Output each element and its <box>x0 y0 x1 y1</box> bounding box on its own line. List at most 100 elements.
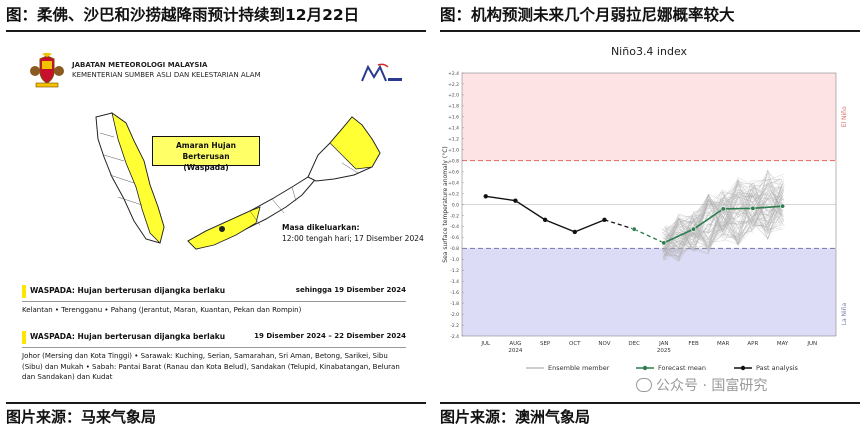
y-tick-label: +1.4 <box>448 126 459 132</box>
source-divider-left <box>6 402 426 404</box>
warning-heading-2: WASPADA: Hujan berterusan dijangka berla… <box>30 332 226 341</box>
y-tick-label: +2.0 <box>448 93 459 99</box>
y-tick-label: +0.4 <box>448 180 459 186</box>
rain-warning-label: Amaran Hujan Berterusan (Waspada) <box>152 136 260 172</box>
y-tick-label: +1.8 <box>448 104 459 110</box>
east-coast-warning-area <box>111 112 165 244</box>
ensemble-member-line <box>662 183 782 251</box>
x-tick-label: JUL <box>480 341 491 347</box>
x-year-label: 2024 <box>508 348 522 354</box>
y-tick-label: +2.2 <box>448 82 459 88</box>
x-tick-label: JUN <box>806 341 817 347</box>
issued-time: 12:00 tengah hari; 17 Disember 2024 <box>282 234 424 243</box>
forecast-mean-point <box>631 226 637 232</box>
x-tick-label: MAR <box>717 341 730 347</box>
y-tick-label: -0.2 <box>450 213 459 219</box>
y-tick-label: -2.0 <box>450 312 459 318</box>
y-tick-label: +1.6 <box>448 115 459 121</box>
y-tick-label: -0.4 <box>450 224 459 230</box>
warning-bar-1 <box>22 285 26 298</box>
x-tick-label: DEC <box>628 341 640 347</box>
la-nina-region <box>462 248 836 336</box>
wechat-icon <box>636 378 652 392</box>
y-tick-label: -1.6 <box>450 290 459 296</box>
nino34-chart: Niño3.4 index +2.4 +2.2 +2.0 +1.8 +1.6 +1.4 +1.… <box>442 45 848 372</box>
agency-name: JABATAN METEOROLOGI MALAYSIA <box>72 61 208 69</box>
ensemble-member-line <box>663 188 785 238</box>
malaysia-crest-icon <box>30 53 64 88</box>
ensemble-member-line <box>664 191 783 257</box>
forecast-dashed-segment <box>633 228 665 244</box>
warning-block-1: WASPADA: Hujan berterusan dijangka berla… <box>22 285 406 325</box>
agency-header: JABATAN METEOROLOGI MALAYSIA KEMENTERIAN… <box>72 60 261 80</box>
y-axis-label: Sea surface temperature anomaly (°C) <box>442 146 449 262</box>
warning-areas-2: Johor (Mersing dan Kota Tinggi) • Sarawa… <box>22 352 400 381</box>
y-tick-label: +0.6 <box>448 169 459 175</box>
y-tick-label: -1.2 <box>450 268 459 274</box>
forecast-mean-point <box>691 226 697 232</box>
source-divider-right <box>440 402 860 404</box>
issued-time-block: Masa dikeluarkan: 12:00 tengah hari; 17 … <box>282 222 424 244</box>
forecast-mean-point <box>661 240 667 246</box>
ensemble-member-line <box>663 177 783 257</box>
ensemble-member-line <box>663 192 782 260</box>
legend-label: Forecast mean <box>658 364 706 372</box>
past-analysis-line <box>485 195 605 233</box>
legend-marker <box>642 365 648 371</box>
ensemble-member-line <box>662 189 782 236</box>
legend-label: Ensemble member <box>548 364 610 372</box>
x-tick-label: JAN <box>658 341 668 347</box>
met-malaysia-logo-icon <box>361 63 402 82</box>
warning-level: (Waspada) <box>183 163 229 172</box>
y-tick-label: +2.4 <box>448 71 459 77</box>
warning-divider-1 <box>22 301 406 302</box>
forecast-mean-point <box>750 205 756 211</box>
watermark-text: 公众号 · 国富研究 <box>656 378 768 394</box>
warning-title: Amaran Hujan Berterusan <box>176 141 236 161</box>
y-tick-label: -2.2 <box>450 323 459 329</box>
y-tick-label: -0.8 <box>450 246 459 252</box>
y-tick-label: -1.8 <box>450 301 459 307</box>
right-source-caption: 图片来源：澳洲气象局 <box>440 408 591 426</box>
warning-period-1: sehingga 19 Disember 2024 <box>295 286 406 294</box>
left-panel-title: 图：柔佛、沙巴和沙捞越降雨预计持续到12月22日 <box>6 6 360 24</box>
nino34-chart-panel: Niño3.4 index +2.4 +2.2 +2.0 +1.8 +1.6 +1.4 +1.… <box>440 33 860 401</box>
watermark: 公众号 · 国富研究 <box>636 376 767 396</box>
warning-divider-2 <box>22 347 406 348</box>
y-tick-label: -1.0 <box>450 257 459 263</box>
ensemble-member-line <box>664 210 783 258</box>
x-tick-label: MAY <box>777 341 789 347</box>
title-divider-left <box>6 30 426 32</box>
y-tick-label: +0.2 <box>448 191 459 197</box>
chart-title: Niño3.4 index <box>611 45 688 58</box>
ensemble-member-line <box>662 183 784 250</box>
x-year-label: 2025 <box>657 348 671 354</box>
right-panel-title: 图：机构预测未来几个月弱拉尼娜概率较大 <box>440 6 735 24</box>
y-tick-label: -1.4 <box>450 279 459 285</box>
agency-ministry: KEMENTERIAN SUMBER ASLI DAN KELESTARIAN … <box>72 71 261 79</box>
y-tick-label: -0.6 <box>450 235 459 241</box>
ensemble-member-line <box>665 212 784 261</box>
warning-bar-2 <box>22 331 26 344</box>
warning-areas-1: Kelantan • Terengganu • Pahang (Jerantut… <box>22 306 302 314</box>
y-tick-label: +1.0 <box>448 148 459 154</box>
y-tick-label: +0.8 <box>448 158 459 164</box>
weather-warning-image: JABATAN METEOROLOGI MALAYSIA KEMENTERIAN… <box>6 33 426 401</box>
warning-block-2: WASPADA: Hujan berterusan dijangka berla… <box>22 331 406 397</box>
x-tick-label: APR <box>747 341 758 347</box>
past-analysis-point <box>572 229 577 235</box>
malaysia-rain-warning-map <box>95 112 381 250</box>
ensemble-member-line <box>663 192 785 234</box>
legend-marker <box>740 365 746 371</box>
ensemble-member-line <box>664 193 783 242</box>
x-tick-label: AUG <box>509 341 521 347</box>
x-tick-label: OCT <box>569 341 581 347</box>
title-divider-right <box>440 30 860 32</box>
ensemble-member-line <box>663 199 782 261</box>
el-nino-region <box>462 73 836 161</box>
ensemble-member-line <box>663 184 785 256</box>
ensemble-member-line <box>663 186 783 250</box>
ensemble-member-line <box>665 180 784 251</box>
legend-label: Past analysis <box>756 364 799 372</box>
issued-label: Masa dikeluarkan: <box>282 223 360 232</box>
